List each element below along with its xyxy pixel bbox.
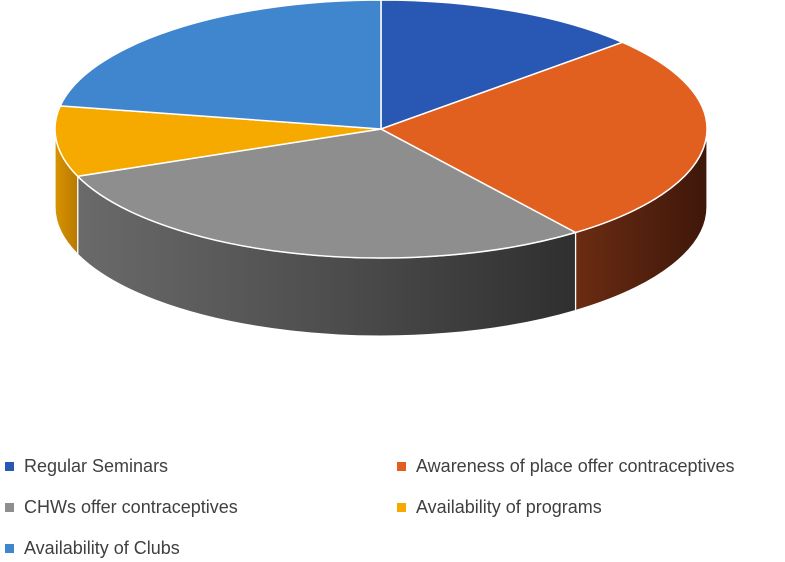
- pie-top: [54, 0, 708, 259]
- pie-slice-regular-seminars: [380, 0, 624, 130]
- legend-swatch-regular-seminars: [5, 462, 14, 471]
- legend-label-clubs: Availability of Clubs: [24, 538, 180, 558]
- pie-slice-clubs: [59, 0, 382, 130]
- legend-item-regular-seminars: Regular Seminars: [5, 456, 168, 477]
- legend-label-programs: Availability of programs: [416, 497, 602, 517]
- legend-item-clubs: Availability of Clubs: [5, 538, 180, 559]
- legend-swatch-awareness: [397, 462, 406, 471]
- legend-label-chws: CHWs offer contraceptives: [24, 497, 238, 517]
- legend-label-awareness: Awareness of place offer contraceptives: [416, 456, 735, 476]
- legend-swatch-clubs: [5, 544, 14, 553]
- pie-sides: [54, 128, 708, 337]
- legend-item-awareness: Awareness of place offer contraceptives: [397, 456, 735, 477]
- legend-swatch-chws: [5, 503, 14, 512]
- pie-chart: [54, 0, 708, 337]
- legend-item-chws: CHWs offer contraceptives: [5, 497, 238, 518]
- legend-swatch-programs: [397, 503, 406, 512]
- legend-item-programs: Availability of programs: [397, 497, 602, 518]
- pie-slice-awareness: [380, 41, 708, 234]
- legend-label-regular-seminars: Regular Seminars: [24, 456, 169, 476]
- pie-slice-chws: [76, 128, 577, 259]
